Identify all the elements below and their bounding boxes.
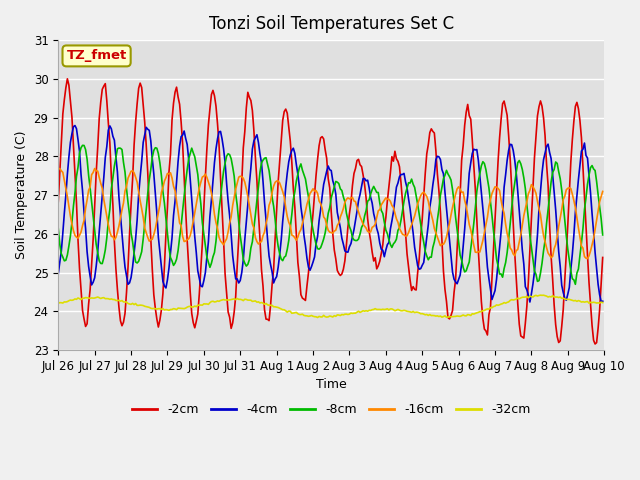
- -16cm: [584, 256, 591, 262]
- -2cm: [246, 95, 253, 100]
- Y-axis label: Soil Temperature (C): Soil Temperature (C): [15, 131, 28, 259]
- -8cm: [123, 186, 131, 192]
- -2cm: [63, 76, 71, 82]
- -4cm: [71, 123, 79, 129]
- -2cm: [54, 199, 62, 204]
- -16cm: [570, 198, 578, 204]
- -2cm: [599, 254, 607, 260]
- -16cm: [123, 183, 131, 189]
- Legend: -2cm, -4cm, -8cm, -16cm, -32cm: -2cm, -4cm, -8cm, -16cm, -32cm: [127, 398, 536, 421]
- -32cm: [121, 299, 129, 305]
- -2cm: [218, 205, 226, 211]
- -8cm: [246, 257, 253, 263]
- -2cm: [236, 205, 244, 211]
- -2cm: [294, 260, 301, 265]
- -8cm: [236, 233, 244, 239]
- -32cm: [572, 298, 579, 303]
- -16cm: [91, 166, 99, 171]
- Title: Tonzi Soil Temperatures Set C: Tonzi Soil Temperatures Set C: [209, 15, 454, 33]
- -32cm: [599, 300, 607, 305]
- -4cm: [218, 136, 226, 142]
- -8cm: [294, 171, 301, 177]
- -8cm: [570, 277, 578, 283]
- -2cm: [570, 119, 578, 124]
- -32cm: [314, 314, 321, 320]
- -2cm: [591, 341, 599, 347]
- -32cm: [235, 297, 243, 302]
- -2cm: [123, 289, 131, 295]
- -4cm: [599, 299, 607, 304]
- -16cm: [218, 240, 226, 246]
- -32cm: [54, 300, 62, 306]
- -32cm: [537, 292, 545, 298]
- Line: -16cm: -16cm: [58, 168, 603, 259]
- -32cm: [292, 310, 300, 315]
- Line: -8cm: -8cm: [58, 145, 603, 284]
- -16cm: [599, 189, 607, 194]
- -8cm: [599, 232, 607, 238]
- -16cm: [236, 173, 244, 179]
- -32cm: [217, 298, 225, 303]
- X-axis label: Time: Time: [316, 378, 347, 391]
- -4cm: [246, 181, 253, 187]
- -32cm: [244, 297, 252, 303]
- -16cm: [294, 234, 301, 240]
- Line: -32cm: -32cm: [58, 295, 603, 317]
- -4cm: [236, 277, 244, 283]
- -8cm: [54, 226, 62, 232]
- -4cm: [123, 273, 131, 278]
- -4cm: [526, 299, 534, 305]
- Text: TZ_fmet: TZ_fmet: [67, 49, 127, 62]
- -16cm: [54, 166, 62, 172]
- -4cm: [294, 171, 301, 177]
- Line: -4cm: -4cm: [58, 126, 603, 302]
- Line: -2cm: -2cm: [58, 79, 603, 344]
- -8cm: [79, 143, 86, 148]
- -8cm: [218, 181, 226, 187]
- -4cm: [54, 271, 62, 277]
- -16cm: [246, 203, 253, 209]
- -4cm: [572, 209, 579, 215]
- -8cm: [572, 281, 579, 287]
